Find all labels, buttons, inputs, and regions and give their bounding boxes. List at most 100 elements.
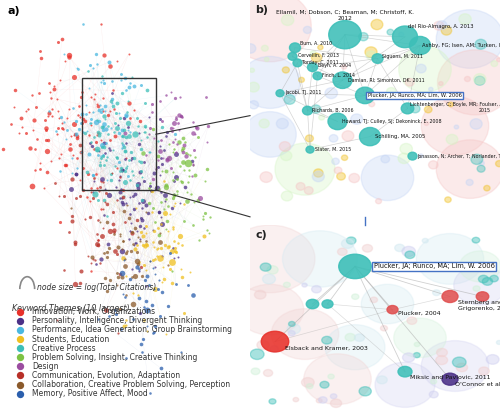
Point — [133, 258, 141, 265]
Circle shape — [428, 88, 433, 91]
Point — [120, 207, 128, 214]
Circle shape — [429, 391, 438, 398]
Point — [100, 121, 108, 128]
Point — [70, 238, 78, 245]
Point — [190, 198, 198, 205]
Point — [86, 214, 94, 220]
Point — [106, 147, 114, 153]
Point — [156, 229, 164, 236]
Point — [99, 206, 107, 213]
Circle shape — [325, 325, 385, 370]
Point — [120, 115, 128, 122]
Point — [90, 109, 98, 115]
Circle shape — [318, 115, 324, 120]
Point — [172, 188, 180, 194]
Point — [120, 147, 128, 154]
Point — [101, 102, 109, 109]
Circle shape — [472, 237, 480, 243]
Circle shape — [402, 247, 415, 256]
Point — [130, 154, 138, 161]
Point — [106, 192, 114, 198]
Point — [156, 171, 164, 178]
Text: O'Connor et al. 2013: O'Connor et al. 2013 — [455, 382, 500, 387]
Point — [10, 104, 18, 111]
Circle shape — [248, 82, 260, 92]
Point — [149, 226, 157, 233]
Point — [174, 112, 182, 119]
Point — [162, 331, 170, 337]
Point — [168, 89, 175, 96]
Point — [144, 209, 152, 216]
Point — [134, 181, 141, 188]
Point — [148, 187, 156, 194]
Point — [180, 135, 188, 142]
Point — [148, 209, 156, 215]
Point — [70, 132, 78, 138]
Point — [121, 148, 129, 154]
Point — [96, 79, 104, 85]
Point — [199, 216, 207, 223]
Point — [159, 154, 167, 161]
Point — [0, 145, 7, 152]
Point — [42, 137, 50, 143]
Point — [150, 265, 158, 271]
Circle shape — [496, 161, 500, 167]
Circle shape — [342, 131, 354, 141]
Point — [168, 247, 176, 254]
Circle shape — [280, 151, 292, 161]
Point — [78, 89, 86, 95]
Point — [139, 336, 147, 343]
Point — [190, 154, 198, 161]
Point — [116, 233, 124, 239]
Point — [113, 57, 121, 64]
Point — [162, 182, 170, 189]
Text: del Rio-Almagro, A. 2013: del Rio-Almagro, A. 2013 — [408, 24, 473, 28]
Point — [178, 113, 186, 119]
Point — [148, 188, 156, 195]
Circle shape — [474, 76, 485, 85]
Point — [156, 255, 164, 262]
Point — [121, 129, 129, 136]
Point — [194, 124, 202, 131]
Point — [36, 89, 44, 96]
Point — [138, 168, 145, 174]
Point — [60, 192, 68, 199]
Text: Collaboration, Creative Problem Solving, Perception: Collaboration, Creative Problem Solving,… — [32, 380, 230, 389]
Point — [46, 94, 54, 101]
Point — [150, 257, 158, 263]
Point — [142, 282, 150, 289]
Point — [57, 114, 65, 121]
Point — [120, 143, 128, 150]
Point — [72, 195, 80, 202]
Circle shape — [270, 346, 278, 352]
Point — [140, 277, 148, 284]
Point — [126, 80, 134, 87]
Point — [88, 259, 96, 266]
Point — [32, 136, 40, 143]
Point — [128, 168, 136, 174]
Point — [168, 124, 176, 131]
Circle shape — [436, 10, 500, 68]
Circle shape — [345, 333, 356, 341]
Circle shape — [284, 95, 295, 104]
Point — [164, 228, 172, 235]
Circle shape — [332, 158, 340, 165]
Point — [16, 318, 24, 324]
Circle shape — [251, 368, 260, 375]
Point — [96, 102, 104, 108]
Circle shape — [354, 334, 364, 342]
Text: Innovation, Work, Organizations: Innovation, Work, Organizations — [32, 307, 156, 316]
Point — [128, 265, 136, 272]
Circle shape — [329, 135, 338, 142]
Point — [126, 228, 134, 234]
Circle shape — [361, 155, 414, 201]
Point — [138, 263, 145, 270]
Point — [141, 99, 149, 106]
Point — [70, 121, 78, 127]
Circle shape — [318, 397, 327, 403]
Point — [103, 201, 111, 207]
Circle shape — [362, 244, 372, 252]
Point — [186, 152, 194, 158]
Point — [96, 161, 104, 168]
Circle shape — [282, 67, 290, 73]
